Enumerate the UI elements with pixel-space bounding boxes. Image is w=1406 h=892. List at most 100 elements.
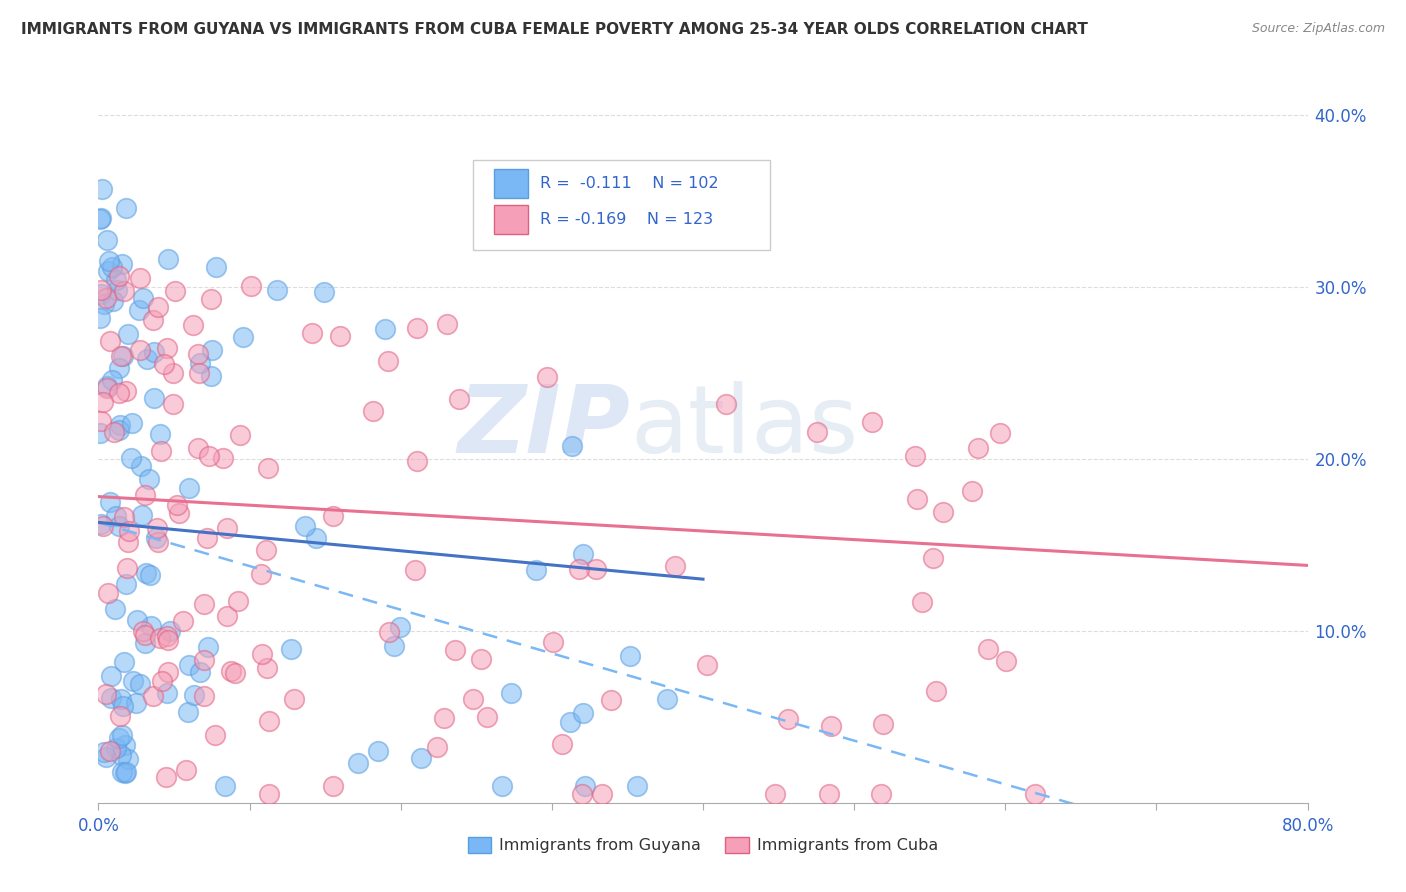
Point — [89, 310, 111, 325]
Point — [181, 318, 204, 333]
Point — [626, 779, 648, 793]
Point — [406, 454, 429, 468]
Point — [550, 738, 572, 752]
Point — [108, 708, 131, 723]
Point — [404, 563, 426, 577]
Point — [145, 531, 167, 545]
Point — [257, 461, 280, 475]
Point — [156, 686, 179, 700]
Point — [280, 641, 302, 656]
Point — [328, 328, 350, 343]
Point — [232, 330, 254, 344]
Point — [572, 547, 595, 561]
Point — [108, 518, 131, 533]
Point — [250, 566, 273, 581]
Point — [146, 300, 169, 314]
Point — [501, 686, 523, 700]
Point — [322, 779, 344, 793]
Point — [388, 620, 411, 634]
Point — [111, 728, 134, 742]
Point — [142, 689, 165, 703]
Point — [167, 506, 190, 520]
Point — [200, 293, 222, 307]
Point — [101, 260, 124, 274]
Point — [90, 211, 112, 226]
Point — [136, 352, 159, 367]
Point — [536, 370, 558, 384]
Point — [571, 787, 593, 801]
Point — [142, 313, 165, 327]
Point — [322, 509, 344, 524]
Point — [1024, 787, 1046, 801]
Point — [110, 349, 132, 363]
Point — [904, 449, 927, 463]
Point — [257, 714, 280, 728]
Text: R =  -0.111    N = 102: R = -0.111 N = 102 — [540, 176, 718, 191]
Point — [524, 562, 547, 576]
Point — [205, 260, 228, 274]
Point — [146, 521, 169, 535]
Point — [156, 342, 179, 356]
Point — [96, 687, 118, 701]
Point — [179, 657, 201, 672]
Point — [568, 562, 591, 576]
Point — [149, 444, 172, 458]
Point — [117, 326, 139, 341]
Point — [214, 779, 236, 793]
Point — [447, 392, 470, 406]
Point — [367, 744, 389, 758]
Point — [131, 508, 153, 522]
Point — [93, 746, 115, 760]
Point — [266, 283, 288, 297]
Point — [188, 665, 211, 679]
Text: IMMIGRANTS FROM GUYANA VS IMMIGRANTS FROM CUBA FEMALE POVERTY AMONG 25-34 YEAR O: IMMIGRANTS FROM GUYANA VS IMMIGRANTS FRO… — [21, 22, 1088, 37]
Point — [560, 715, 582, 730]
Point — [872, 717, 894, 731]
Point — [132, 291, 155, 305]
Point — [870, 787, 893, 801]
Point — [96, 381, 118, 395]
Point — [907, 492, 929, 507]
Point — [101, 293, 124, 308]
Point — [187, 367, 209, 381]
Point — [110, 417, 132, 432]
Point — [104, 741, 127, 756]
Point — [406, 321, 429, 335]
Point — [97, 586, 120, 600]
Point — [129, 343, 152, 357]
Point — [444, 643, 467, 657]
Point — [100, 669, 122, 683]
Point — [94, 750, 117, 764]
Text: atlas: atlas — [630, 381, 859, 473]
Point — [960, 484, 983, 499]
Text: R = -0.169    N = 123: R = -0.169 N = 123 — [540, 212, 713, 227]
Point — [111, 699, 134, 714]
Point — [128, 271, 150, 285]
Point — [561, 439, 583, 453]
Point — [155, 770, 177, 784]
Point — [115, 384, 138, 399]
Point — [177, 481, 200, 495]
Point — [159, 624, 181, 638]
Point — [477, 710, 499, 724]
Point — [377, 354, 399, 368]
Point — [995, 654, 1018, 668]
Point — [433, 711, 456, 725]
Point — [101, 373, 124, 387]
Point — [89, 211, 111, 226]
Point — [862, 415, 884, 429]
Point — [215, 521, 238, 535]
Point — [91, 394, 114, 409]
Point — [229, 427, 252, 442]
Point — [599, 693, 621, 707]
Point — [98, 334, 121, 348]
Point — [461, 692, 484, 706]
Point — [128, 302, 150, 317]
Point — [157, 665, 180, 680]
Point — [491, 779, 513, 793]
Point — [219, 664, 242, 678]
Point — [257, 787, 280, 801]
Point — [162, 397, 184, 411]
Point — [108, 386, 131, 401]
Point — [89, 425, 111, 440]
